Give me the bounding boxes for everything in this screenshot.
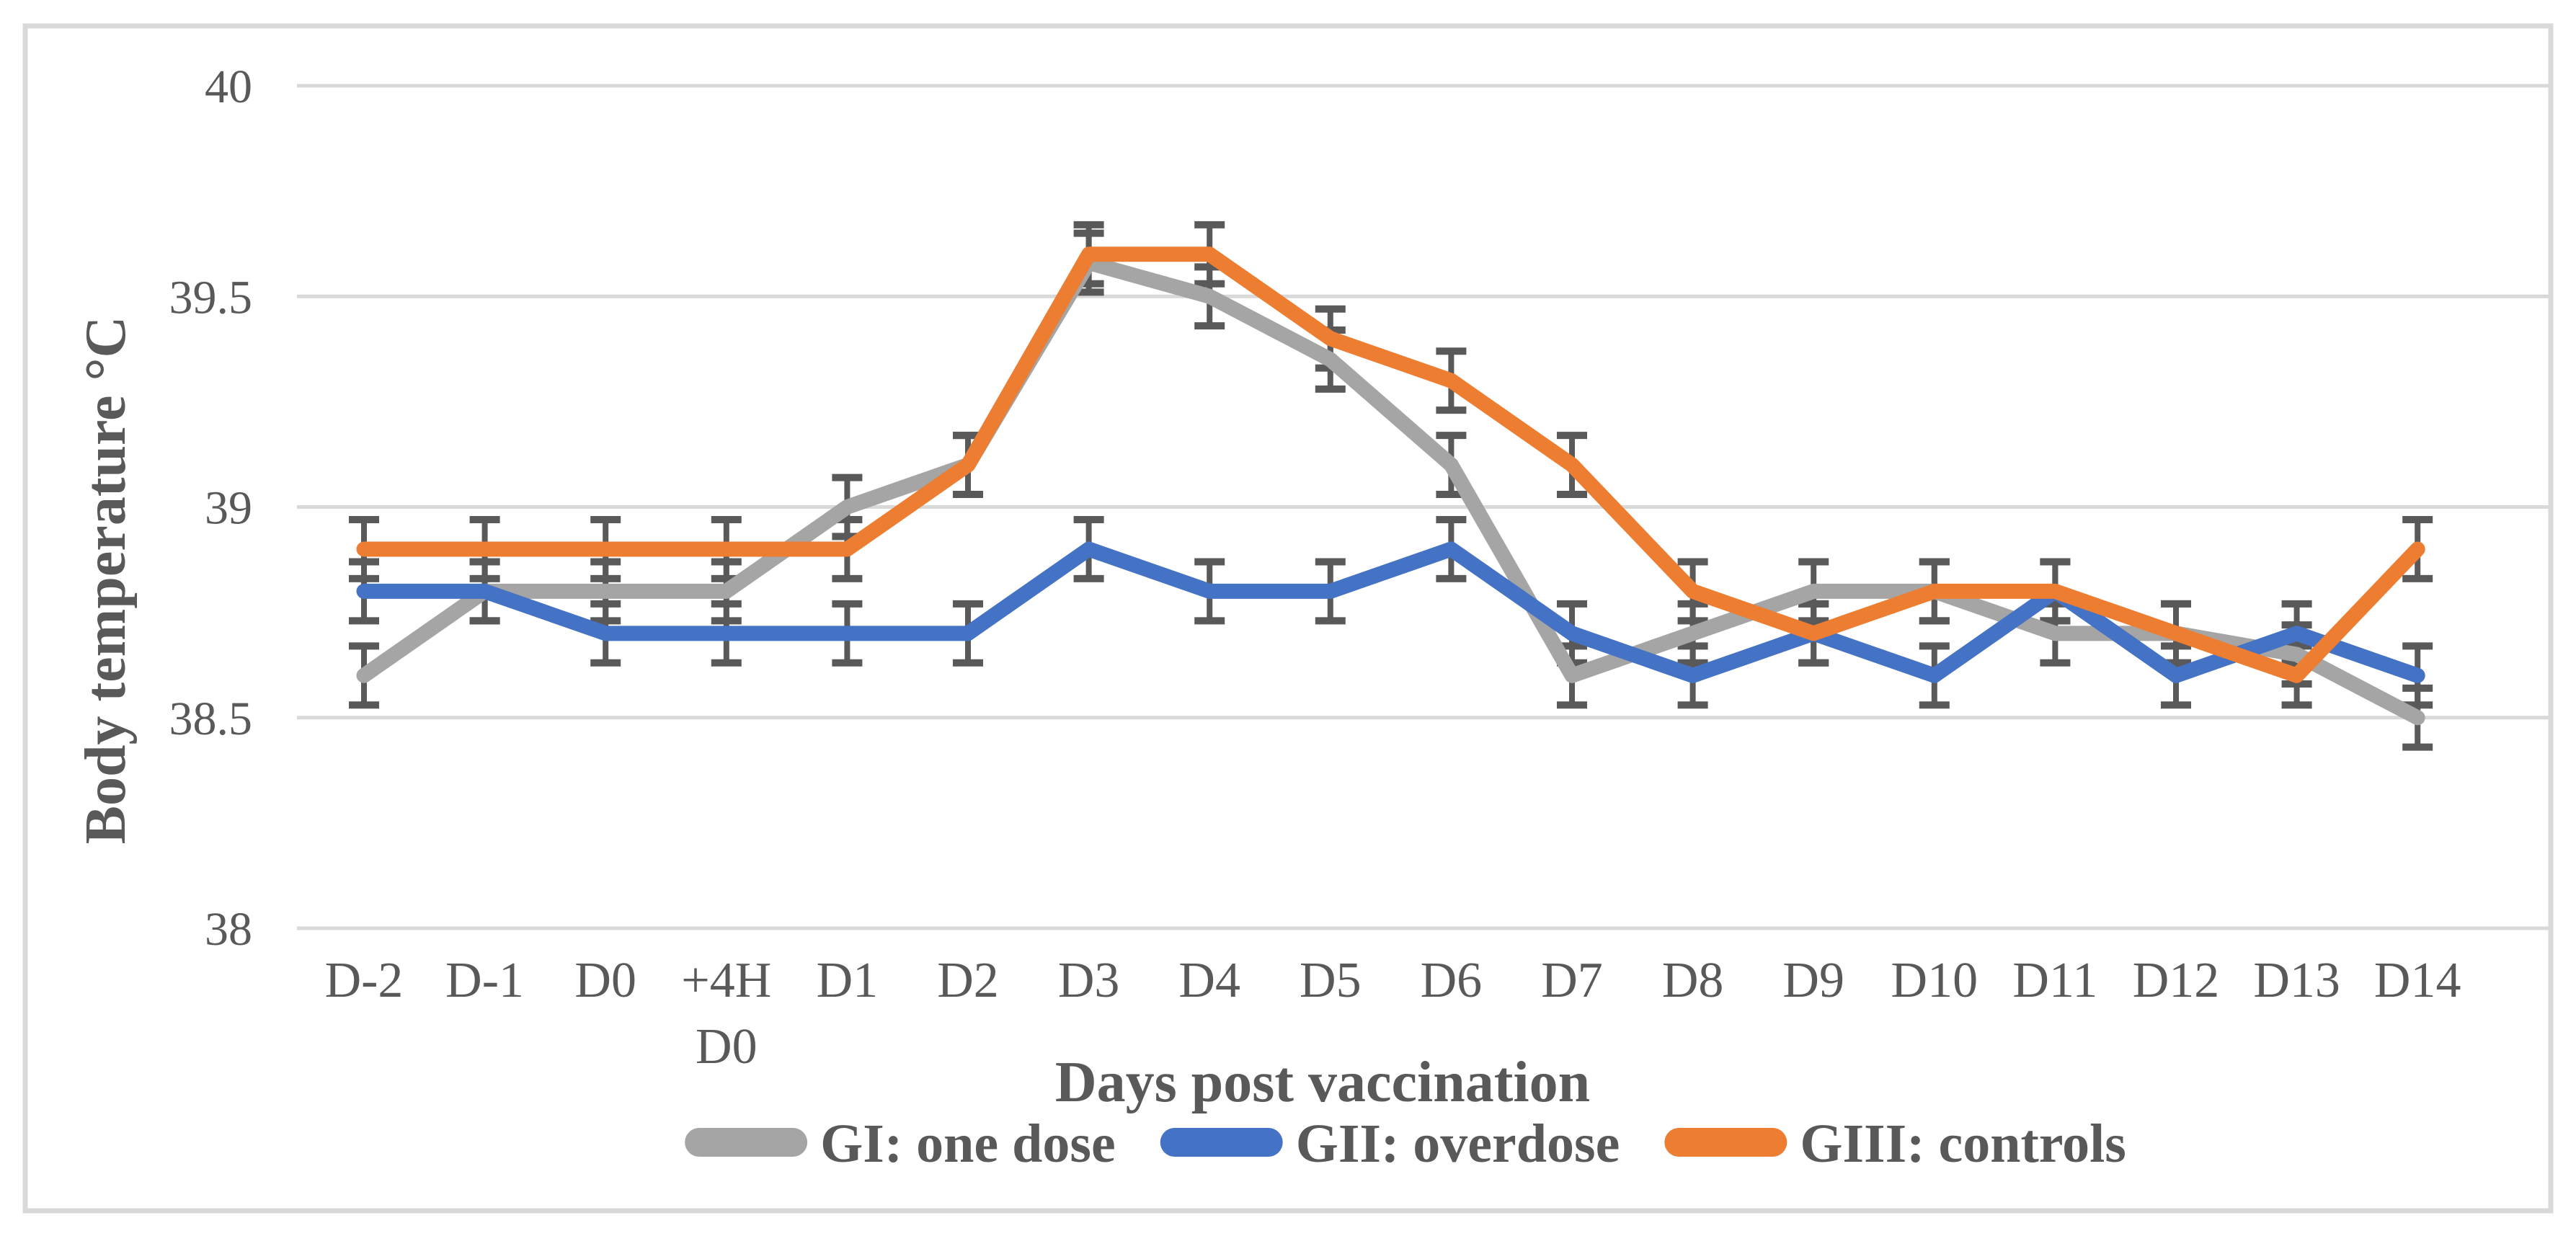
y-tick-label-39: 39 — [205, 482, 252, 535]
y-tick-label-39.5: 39.5 — [169, 271, 253, 324]
x-tick-label-+4H: +4H — [681, 953, 771, 1008]
x-tick-label-D14: D14 — [2374, 953, 2461, 1008]
x-tick-label-D3: D3 — [1058, 953, 1120, 1008]
x-tick-label-+4H-D0: D0 — [696, 1019, 758, 1075]
x-tick-label-D11: D11 — [2012, 953, 2097, 1008]
chart-area-border — [22, 23, 2554, 1214]
y-tick-label-38.5: 38.5 — [169, 693, 253, 745]
x-axis-title: Days post vaccination — [1055, 1051, 1590, 1114]
x-tick-label-D7: D7 — [1541, 953, 1603, 1008]
x-tick-label-D12: D12 — [2133, 953, 2220, 1008]
x-tick-label-D2: D2 — [937, 953, 999, 1008]
x-tick-label-D4: D4 — [1178, 953, 1240, 1008]
legend-swatch-giii-controls — [1664, 1128, 1787, 1157]
y-tick-label-38: 38 — [205, 903, 252, 956]
figure-border — [22, 23, 2554, 1214]
x-tick-label-D10: D10 — [1891, 953, 1978, 1008]
error-bars — [349, 221, 2433, 751]
legend-swatch-gii-overdose — [1160, 1128, 1283, 1157]
gridlines — [297, 84, 2551, 930]
series-line-gi-one-dose — [356, 254, 2425, 726]
x-tick-label-D-1: D-1 — [445, 953, 524, 1008]
x-tick-label-D-2: D-2 — [325, 953, 404, 1008]
x-tick-label-D6: D6 — [1421, 953, 1483, 1008]
legend: GI: one dose GII: overdose GIII: control… — [685, 1113, 2126, 1174]
x-tick-label-D0: D0 — [574, 953, 636, 1008]
series-line-giii-controls — [356, 246, 2425, 683]
x-tick-label-D9: D9 — [1782, 953, 1844, 1008]
legend-swatch-gi-one-dose — [685, 1128, 808, 1157]
y-axis-tick-labels: 40 39.5 39 38.5 38 — [169, 61, 253, 956]
x-tick-label-D5: D5 — [1300, 953, 1362, 1008]
legend-label-gi-one-dose: GI: one dose — [820, 1113, 1116, 1174]
legend-label-giii-controls: GIII: controls — [1800, 1113, 2126, 1174]
series-lines — [356, 246, 2425, 726]
x-axis-tick-labels: D-2 D-1 D0 +4H D0 D1 D2 D3 D4 D5 D6 D7 D8 D9 D10 D11 D12… — [325, 953, 2461, 1075]
x-tick-label-D8: D8 — [1662, 953, 1724, 1008]
y-tick-label-40: 40 — [205, 61, 252, 113]
x-tick-label-D13: D13 — [2253, 953, 2340, 1008]
y-axis-title: Body temperature °C — [74, 316, 138, 845]
x-tick-label-D1: D1 — [817, 953, 879, 1008]
legend-label-gii-overdose: GII: overdose — [1296, 1113, 1620, 1174]
